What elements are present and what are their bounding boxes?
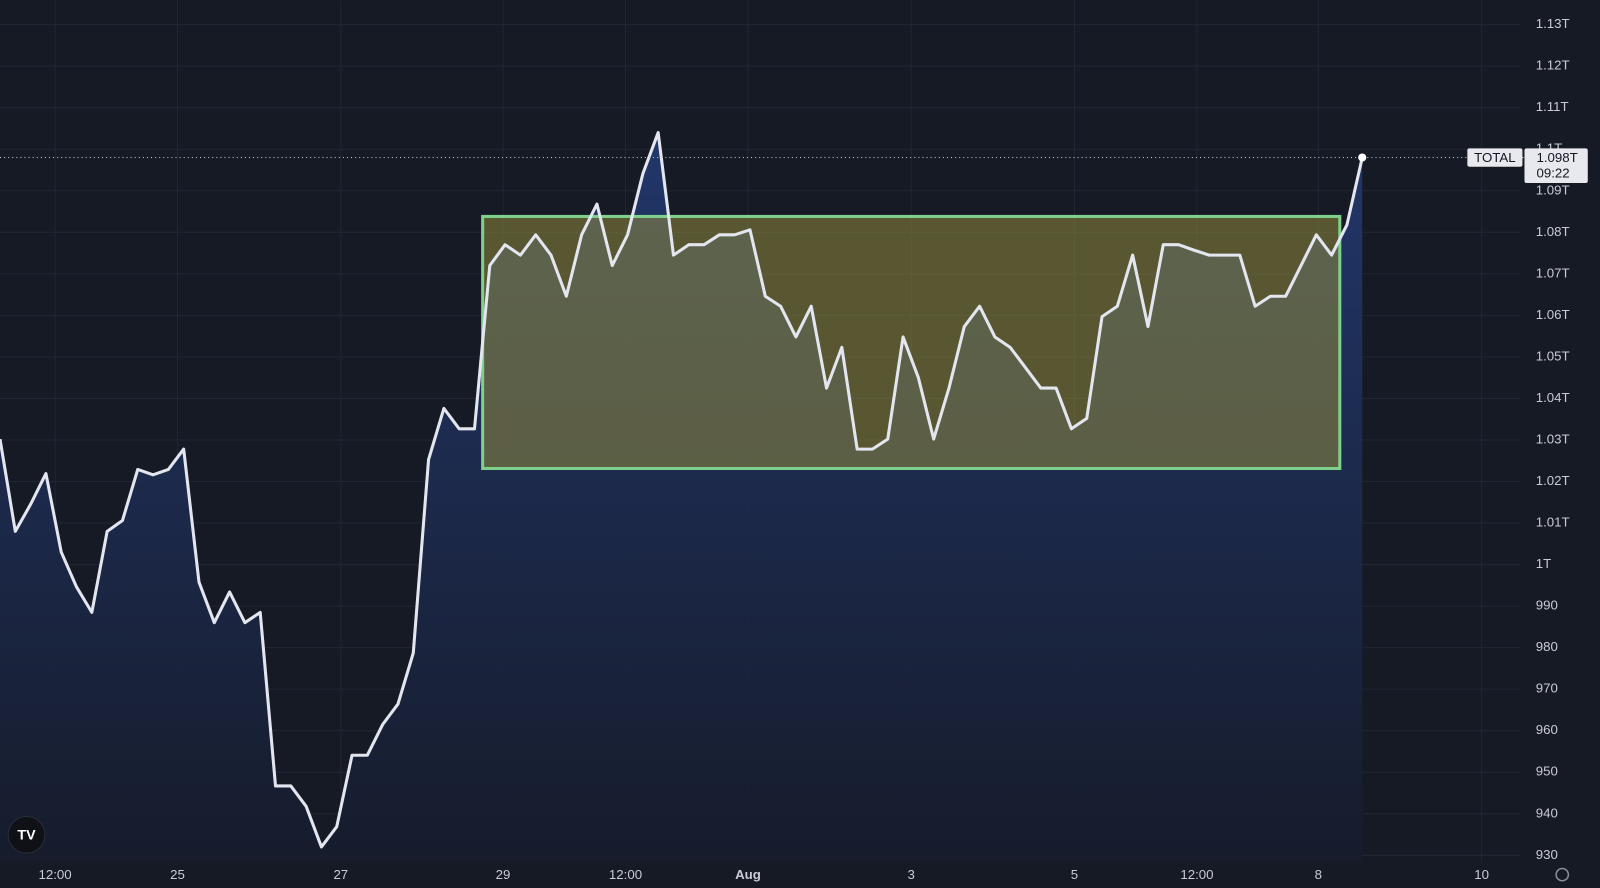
y-tick-label: 1.13T	[1536, 16, 1570, 31]
line-layer	[0, 131, 1526, 849]
y-tick-label: 1.03T	[1536, 431, 1570, 446]
price-label: 1.098T	[1537, 150, 1578, 165]
y-tick-label: 970	[1536, 681, 1558, 696]
y-tick-label: 1.11T	[1536, 99, 1569, 114]
y-tick-label: 980	[1536, 639, 1558, 654]
tv-logo: TV	[7, 815, 46, 854]
axis-layer: 1.13T1.12T1.11T1.1T1.09T1.08T1.07T1.06T1…	[39, 16, 1588, 882]
y-tick-label: 930	[1536, 847, 1558, 862]
y-tick-label: 1.06T	[1536, 307, 1570, 322]
y-tick-label: 960	[1536, 722, 1558, 737]
y-tick-label: 1.07T	[1536, 265, 1570, 280]
settings-icon[interactable]	[1555, 867, 1570, 882]
y-tick-label: 1.09T	[1536, 182, 1570, 197]
area-layer	[0, 132, 1363, 863]
x-tick-label: Aug	[735, 867, 761, 882]
y-tick-label: 990	[1536, 598, 1558, 613]
x-tick-label: 12:00	[1180, 867, 1213, 882]
y-tick-label: 1.02T	[1536, 473, 1570, 488]
symbol-label: TOTAL	[1474, 150, 1515, 165]
x-tick-label: 3	[908, 867, 915, 882]
x-tick-label: 5	[1071, 867, 1078, 882]
y-tick-label: 950	[1536, 764, 1558, 779]
line	[0, 131, 1364, 849]
x-tick-label: 12:00	[609, 867, 642, 882]
x-tick-label: 29	[496, 867, 511, 882]
x-tick-label: 10	[1474, 867, 1489, 882]
y-tick-label: 1T	[1536, 556, 1551, 571]
symbol-label-bg	[1467, 148, 1523, 167]
y-tick-label: 1.05T	[1536, 348, 1570, 363]
x-tick-label: 8	[1315, 867, 1322, 882]
y-tick-label: 940	[1536, 805, 1558, 820]
x-tick-label: 12:00	[39, 867, 72, 882]
y-tick-label: 1.01T	[1536, 515, 1570, 530]
area-fill	[0, 132, 1363, 863]
svg-text:TV: TV	[17, 828, 36, 844]
y-tick-label: 1.08T	[1536, 224, 1570, 239]
x-tick-label: 27	[333, 867, 348, 882]
last-point	[1358, 153, 1367, 162]
price-label-bg	[1524, 148, 1588, 184]
x-tick-label: 25	[170, 867, 185, 882]
y-tick-label: 1.04T	[1536, 390, 1570, 405]
y-tick-label: 1.12T	[1536, 58, 1570, 73]
countdown-label: 09:22	[1536, 165, 1569, 180]
